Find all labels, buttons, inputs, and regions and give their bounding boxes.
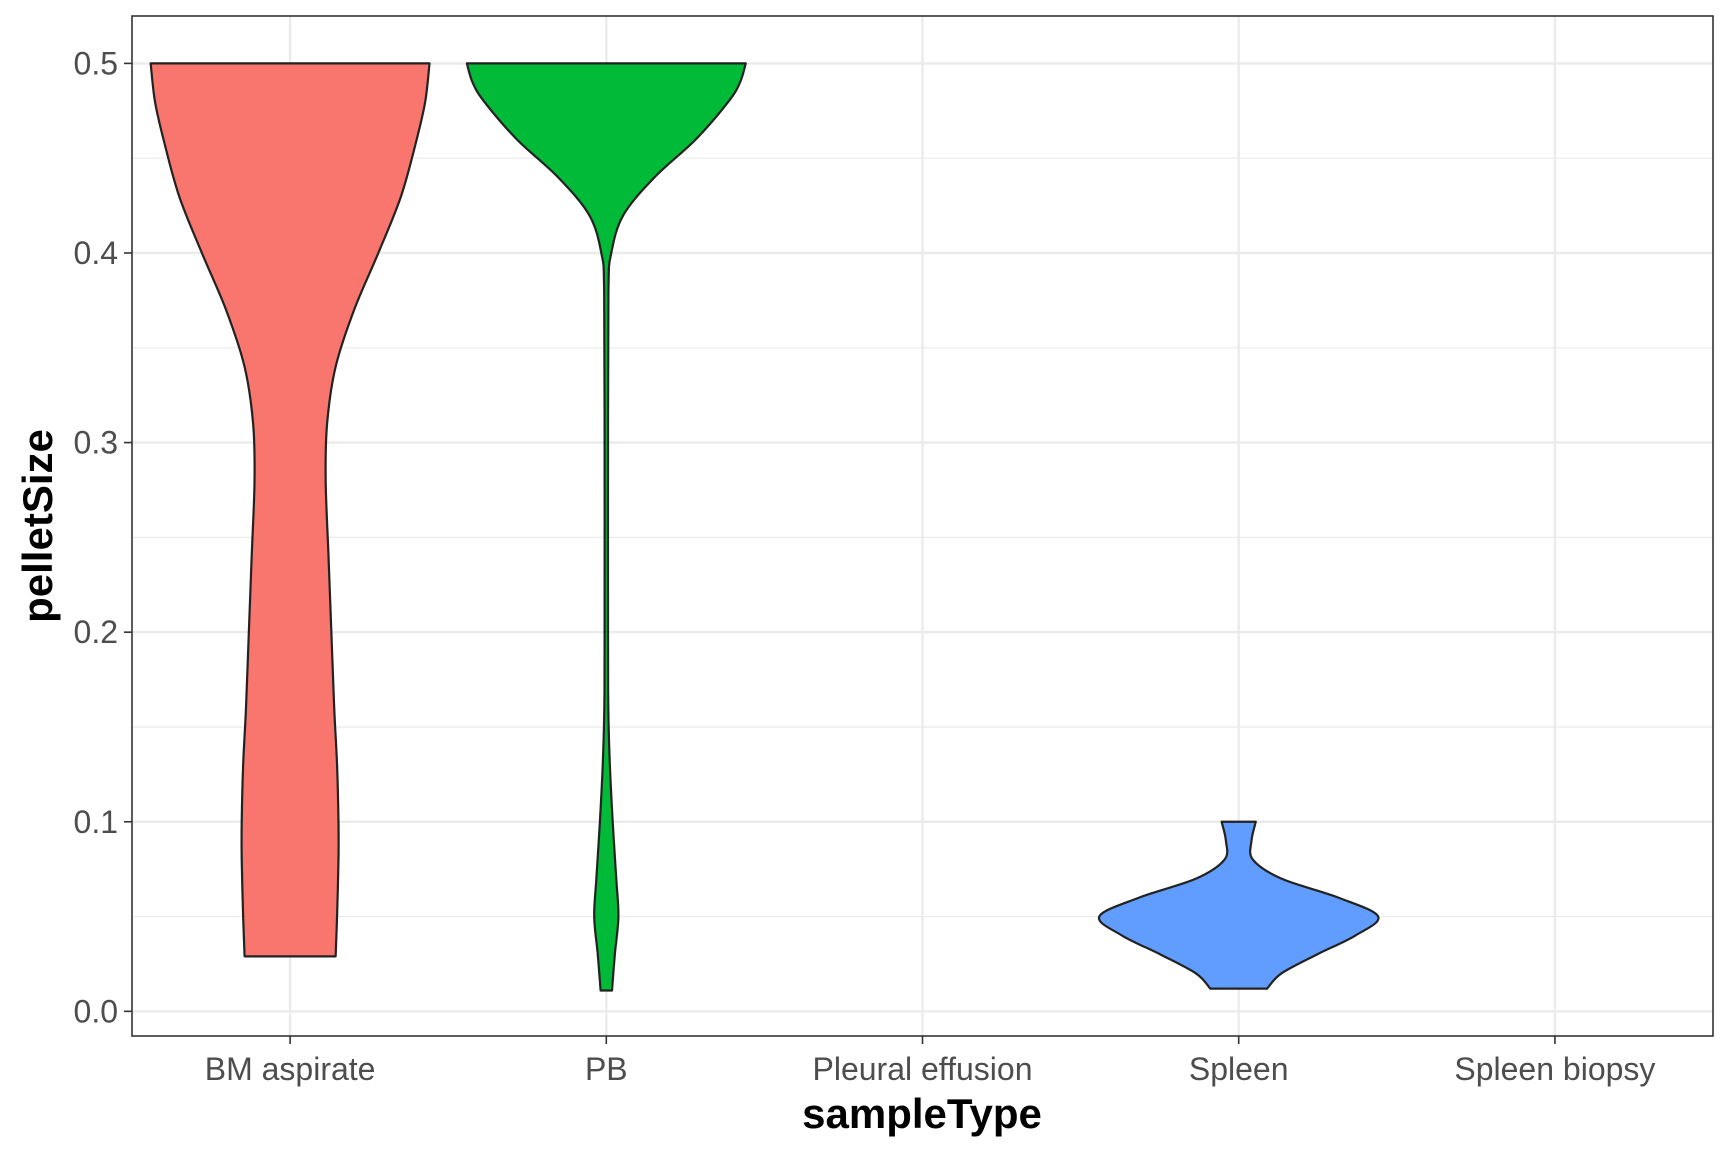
x-tick-label: PB	[585, 1051, 628, 1087]
violin-spleen	[1097, 820, 1380, 990]
violin-pb	[465, 62, 747, 992]
y-axis-title: pelletSize	[14, 429, 61, 623]
x-tick-label: Spleen	[1189, 1051, 1289, 1087]
x-tick-label: Spleen biopsy	[1454, 1051, 1655, 1087]
y-tick-label: 0.2	[74, 614, 118, 650]
violin-bm-aspirate	[149, 62, 431, 958]
y-tick-label: 0.1	[74, 804, 118, 840]
y-tick-label: 0.3	[74, 425, 118, 461]
y-tick-label: 0.0	[74, 993, 118, 1029]
axis-ticks: 0.0 0.1 0.2 0.3 0.4 0.5 BM aspirate PB Pleural e…	[74, 45, 1656, 1087]
x-tick-label: BM aspirate	[205, 1051, 376, 1087]
x-tick-label: Pleural effusion	[813, 1051, 1033, 1087]
y-tick-label: 0.4	[74, 235, 118, 271]
y-tick-label: 0.5	[74, 45, 118, 81]
x-axis-title: sampleType	[802, 1090, 1042, 1137]
violins	[149, 62, 1380, 992]
grid-lines	[132, 16, 1713, 1036]
